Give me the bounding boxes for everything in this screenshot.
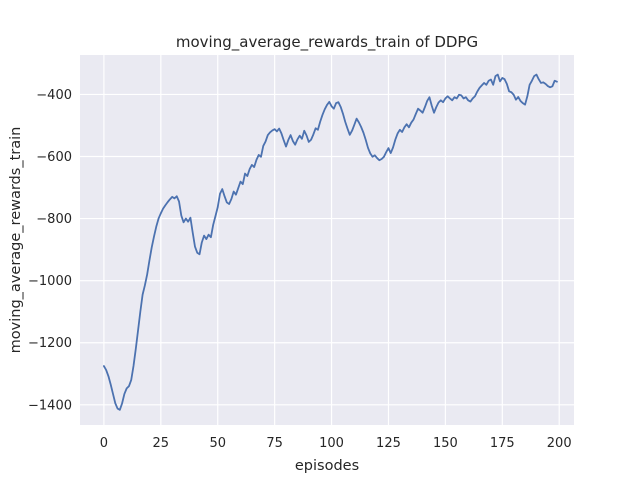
x-tick-label: 100 xyxy=(319,436,344,451)
y-gridlines xyxy=(80,93,574,406)
series-line xyxy=(103,73,558,411)
y-tick-label: −800 xyxy=(36,212,72,227)
y-tick-label: −1200 xyxy=(28,336,72,351)
x-tick-label: 125 xyxy=(376,436,401,451)
y-tick-label: −400 xyxy=(36,88,72,103)
y-tick-label: −600 xyxy=(36,150,72,165)
y-axis-label: moving_average_rewards_train xyxy=(8,127,24,354)
x-tick-label: 50 xyxy=(209,436,226,451)
x-tick-labels: 0 25 50 75 100 125 150 175 200 xyxy=(100,436,572,451)
plot-area xyxy=(80,55,574,425)
y-tick-label: −1400 xyxy=(28,398,72,413)
x-tick-label: 150 xyxy=(433,436,458,451)
y-tick-labels: −400 −600 −800 −1000 −1200 −1400 xyxy=(28,88,72,413)
x-tick-label: 175 xyxy=(490,436,515,451)
x-tick-label: 75 xyxy=(266,436,283,451)
x-tick-label: 25 xyxy=(153,436,170,451)
chart-title: moving_average_rewards_train of DDPG xyxy=(176,33,478,52)
x-axis-label: episodes xyxy=(295,458,359,474)
x-tick-label: 0 xyxy=(100,436,108,451)
x-gridlines xyxy=(103,55,560,425)
x-tick-label: 200 xyxy=(547,436,572,451)
y-tick-label: −1000 xyxy=(28,274,72,289)
